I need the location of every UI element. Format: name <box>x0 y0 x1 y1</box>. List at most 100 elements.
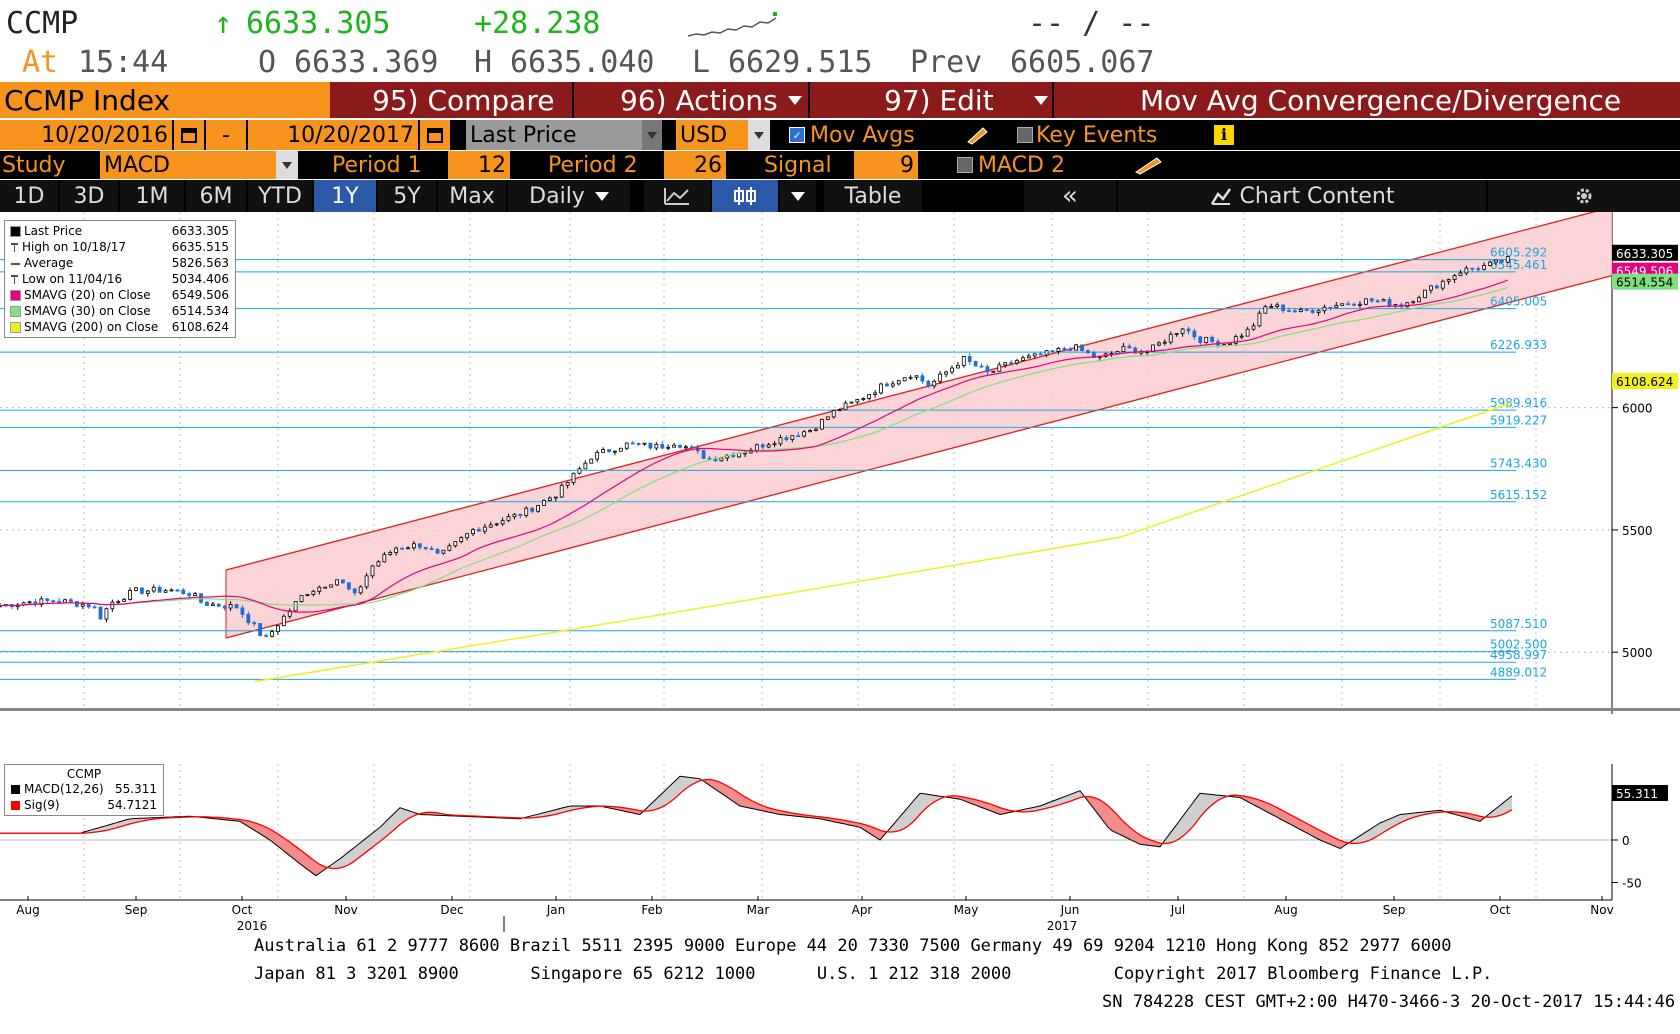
candle-body <box>1080 344 1084 352</box>
interval-dropdown-icon <box>594 191 609 201</box>
start-date[interactable]: 10/20/2016 <box>0 120 172 150</box>
interval-select[interactable]: Daily <box>508 180 630 212</box>
pencil-icon[interactable] <box>1132 151 1166 179</box>
range-max[interactable]: Max <box>438 180 506 212</box>
key-events-label[interactable]: Key Events <box>1036 122 1158 148</box>
candle-body <box>1340 303 1345 306</box>
actions-menu[interactable]: 96) Actions <box>620 82 820 118</box>
macd-histogram-fill <box>912 797 916 823</box>
macd-histogram-fill <box>1280 809 1284 821</box>
x-tick-label: Sep <box>125 903 148 917</box>
macd-histogram-fill <box>984 802 988 810</box>
field-dropdown-icon[interactable] <box>642 120 662 150</box>
macd-histogram-fill <box>1132 829 1136 843</box>
macd-histogram-fill <box>404 809 408 822</box>
field-select[interactable]: Last Price <box>466 120 642 150</box>
calendar-icon[interactable] <box>174 120 204 150</box>
pencil-icon[interactable] <box>964 120 990 150</box>
range-1y[interactable]: 1Y <box>314 180 376 212</box>
candle-body <box>382 554 387 563</box>
legend-label: Last Price <box>24 224 83 238</box>
study-select[interactable]: MACD <box>100 151 276 179</box>
period2-input[interactable]: 26 <box>664 151 726 179</box>
macd-legend-value: 54.7121 <box>107 798 157 812</box>
macd2-label[interactable]: MACD 2 <box>978 152 1065 178</box>
collapse-icon[interactable]: « <box>1024 180 1116 212</box>
legend-row: SMAVG (30) on Close 6514.534 <box>10 303 229 319</box>
macd2-checkbox[interactable] <box>956 151 974 179</box>
macd-histogram-fill <box>108 823 112 830</box>
macd-histogram-fill <box>344 852 348 867</box>
legend-swatch <box>11 243 18 252</box>
footer-contacts-2: Japan 81 3 3201 8900 Singapore 65 6212 1… <box>254 964 1493 984</box>
settings-gear-icon[interactable] <box>1488 180 1680 212</box>
info-icon[interactable]: i <box>1212 120 1236 150</box>
candle-chart-icon[interactable] <box>712 180 778 212</box>
edit-menu[interactable]: 97) Edit <box>884 82 1054 118</box>
macd-histogram-fill <box>272 830 276 845</box>
macd-histogram-fill <box>1468 813 1472 820</box>
candle-body <box>571 472 576 483</box>
period1-input[interactable]: 12 <box>448 151 510 179</box>
mov-avgs-checkbox[interactable]: ✓ <box>788 120 806 150</box>
candle-body <box>388 552 393 555</box>
candle-body <box>305 594 310 596</box>
macd-histogram-fill <box>340 855 344 868</box>
security-field[interactable]: CCMP Index <box>0 82 330 118</box>
range-5y[interactable]: 5Y <box>378 180 436 212</box>
compare-menu[interactable]: 95) Compare <box>372 83 555 117</box>
period1-label: Period 1 <box>332 152 422 178</box>
range-3d[interactable]: 3D <box>60 180 118 212</box>
calendar-icon[interactable] <box>420 120 450 150</box>
candle-body <box>1476 268 1481 271</box>
x-year-label: 2017 <box>1047 919 1078 933</box>
study-dropdown-icon[interactable] <box>276 151 298 179</box>
price-tag-label: 6108.624 <box>1616 375 1673 389</box>
candle-body <box>1239 335 1244 338</box>
candle-body <box>778 437 783 445</box>
macd-y-tick-label: -50 <box>1622 877 1642 891</box>
range-6m[interactable]: 6M <box>186 180 246 212</box>
macd-histogram-fill <box>260 824 264 837</box>
signal-input[interactable]: 9 <box>854 151 918 179</box>
chart-type-dropdown-icon[interactable] <box>780 180 816 212</box>
candle-body <box>494 523 499 526</box>
candle-body <box>518 513 523 516</box>
study-row: Study MACD Period 1 12 Period 2 26 Signa… <box>0 151 1680 179</box>
macd-histogram-fill <box>300 849 304 867</box>
end-date[interactable]: 10/20/2017 <box>248 120 418 150</box>
table-button[interactable]: Table <box>824 180 922 212</box>
candle-body <box>299 594 304 602</box>
chart-content-button[interactable]: Chart Content <box>1118 180 1486 212</box>
mov-avgs-label[interactable]: Mov Avgs <box>810 122 915 148</box>
candle-body <box>163 590 168 593</box>
candle-body <box>849 401 854 404</box>
candle-body <box>92 606 97 609</box>
currency-select[interactable]: USD <box>676 120 748 150</box>
candle-body <box>169 589 174 592</box>
range-ytd[interactable]: YTD <box>248 180 312 212</box>
line-chart-icon[interactable] <box>644 180 710 212</box>
macd-histogram-fill <box>104 825 108 831</box>
sma20-line <box>0 279 1509 613</box>
candle-body <box>908 376 913 379</box>
study-title: Mov Avg Convergence/Divergence <box>1140 83 1622 117</box>
macd-histogram-fill <box>548 810 552 816</box>
candle-body <box>1488 261 1492 266</box>
currency-dropdown-icon[interactable] <box>748 120 770 150</box>
macd-histogram-fill <box>552 809 556 816</box>
range-1m[interactable]: 1M <box>120 180 184 212</box>
range-1d[interactable]: 1D <box>0 180 58 212</box>
candle-body <box>766 444 771 448</box>
legend-row: SMAVG (20) on Close 6549.506 <box>10 287 229 303</box>
candle-body <box>240 607 245 615</box>
macd-histogram-fill <box>384 819 388 839</box>
key-events-checkbox[interactable] <box>1016 120 1034 150</box>
macd-legend-label: Sig(9) <box>24 798 60 812</box>
candle-body <box>979 365 984 368</box>
macd-chart[interactable]: 0 -50 55.311 <box>0 758 1680 904</box>
candle-body <box>411 543 416 549</box>
candle-body <box>784 437 789 440</box>
candle-body <box>1423 289 1427 299</box>
